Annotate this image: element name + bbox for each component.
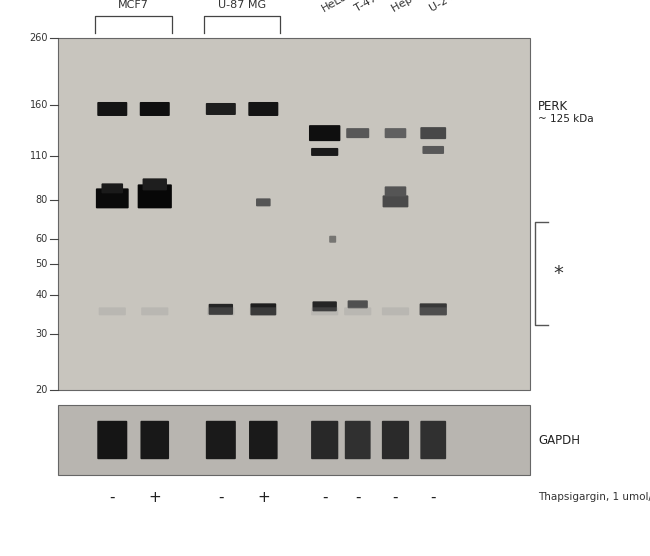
FancyBboxPatch shape: [383, 195, 408, 207]
Text: 80: 80: [36, 195, 48, 205]
Text: -: -: [322, 489, 328, 504]
Text: -: -: [430, 489, 436, 504]
FancyBboxPatch shape: [140, 102, 170, 116]
FancyBboxPatch shape: [311, 148, 338, 156]
FancyBboxPatch shape: [98, 421, 127, 459]
Text: 20: 20: [36, 385, 48, 395]
FancyBboxPatch shape: [206, 103, 236, 115]
Text: *: *: [553, 264, 563, 283]
FancyBboxPatch shape: [98, 102, 127, 116]
FancyBboxPatch shape: [101, 183, 123, 193]
Text: HeLa: HeLa: [320, 0, 349, 14]
Text: -: -: [393, 489, 398, 504]
FancyBboxPatch shape: [311, 421, 338, 459]
FancyBboxPatch shape: [348, 300, 368, 309]
FancyBboxPatch shape: [248, 102, 278, 116]
Text: 160: 160: [30, 100, 48, 110]
FancyBboxPatch shape: [382, 421, 409, 459]
Text: +: +: [148, 489, 161, 504]
FancyBboxPatch shape: [422, 146, 444, 154]
FancyBboxPatch shape: [138, 185, 172, 208]
Text: -: -: [355, 489, 361, 504]
FancyBboxPatch shape: [142, 178, 167, 190]
FancyBboxPatch shape: [382, 307, 409, 315]
Text: T-47D: T-47D: [353, 0, 386, 14]
FancyBboxPatch shape: [313, 301, 337, 311]
FancyBboxPatch shape: [206, 421, 236, 459]
Text: 110: 110: [30, 151, 48, 161]
FancyBboxPatch shape: [250, 304, 276, 315]
Text: 260: 260: [29, 33, 48, 43]
FancyBboxPatch shape: [256, 198, 270, 206]
Text: ~ 125 kDa: ~ 125 kDa: [538, 114, 593, 124]
FancyBboxPatch shape: [141, 307, 168, 315]
Text: -: -: [110, 489, 115, 504]
Text: GAPDH: GAPDH: [538, 434, 580, 446]
Text: 30: 30: [36, 329, 48, 339]
FancyBboxPatch shape: [421, 421, 446, 459]
FancyBboxPatch shape: [207, 307, 235, 315]
Bar: [58, 405, 530, 475]
Text: Hep G2: Hep G2: [391, 0, 432, 14]
FancyBboxPatch shape: [99, 307, 126, 315]
FancyBboxPatch shape: [329, 236, 336, 243]
FancyBboxPatch shape: [346, 128, 369, 138]
Text: 40: 40: [36, 290, 48, 300]
Bar: [58, 38, 530, 390]
FancyBboxPatch shape: [420, 307, 447, 315]
FancyBboxPatch shape: [385, 186, 406, 196]
Text: 60: 60: [36, 234, 48, 244]
FancyBboxPatch shape: [209, 304, 233, 315]
FancyBboxPatch shape: [385, 128, 406, 138]
FancyBboxPatch shape: [96, 188, 129, 208]
FancyBboxPatch shape: [309, 125, 341, 141]
Text: Thapsigargin, 1 umol/L for 24hrs: Thapsigargin, 1 umol/L for 24hrs: [538, 492, 650, 502]
Text: +: +: [257, 489, 270, 504]
Text: -: -: [218, 489, 224, 504]
FancyBboxPatch shape: [140, 421, 169, 459]
Text: U-87 MG: U-87 MG: [218, 0, 266, 10]
Text: 50: 50: [36, 259, 48, 269]
Text: U-2 OS: U-2 OS: [428, 0, 467, 14]
FancyBboxPatch shape: [344, 307, 371, 315]
FancyBboxPatch shape: [249, 421, 278, 459]
FancyBboxPatch shape: [250, 307, 277, 315]
Text: PERK: PERK: [538, 101, 568, 113]
Text: MCF7: MCF7: [118, 0, 149, 10]
FancyBboxPatch shape: [344, 421, 370, 459]
FancyBboxPatch shape: [421, 127, 446, 139]
FancyBboxPatch shape: [420, 304, 447, 315]
FancyBboxPatch shape: [311, 307, 338, 315]
